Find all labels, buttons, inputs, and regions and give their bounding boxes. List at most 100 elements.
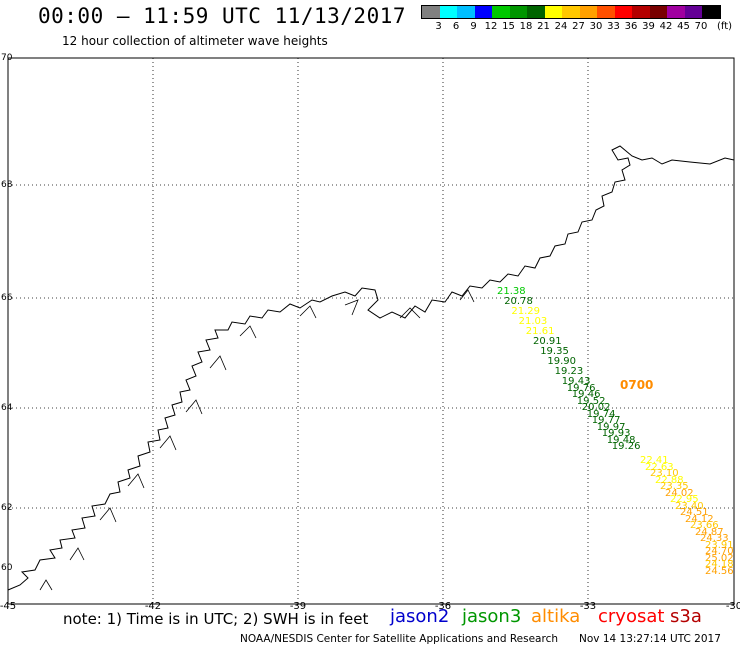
color-scale-cell: [492, 6, 510, 18]
color-scale-cell: [649, 6, 667, 18]
color-scale-label: 9: [470, 21, 477, 32]
wave-height-value: 20.02: [581, 402, 611, 413]
wave-height-value: 22.63: [645, 461, 674, 473]
color-scale-label: 39: [642, 21, 655, 32]
color-scale-cell: [684, 6, 702, 18]
color-scale-label: 24: [554, 21, 568, 32]
latitude-label: 66: [1, 293, 13, 303]
wave-height-value: 24.56: [705, 565, 734, 577]
wave-height-value: 24.51: [680, 507, 709, 518]
wave-height-value: 19.77: [591, 415, 621, 426]
color-scale-cell: [597, 6, 615, 18]
wave-height-value: 19.48: [606, 434, 636, 446]
longitude-label: -42: [144, 601, 162, 612]
color-scale-label: 33: [607, 21, 620, 32]
wave-height-value: 23.35: [660, 481, 689, 492]
satellite-legend-s3a: s3a: [670, 606, 702, 627]
wave-height-value: 23.91: [705, 539, 734, 551]
wave-height-value: 24.18: [705, 559, 734, 570]
color-scale-label: 70: [694, 21, 708, 32]
wave-height-value: 19.76: [566, 382, 596, 394]
wave-height-value: 21.61: [525, 326, 555, 337]
color-scale-cell: [527, 6, 545, 18]
wave-height-value: 25.02: [705, 552, 734, 564]
color-scale-label: 27: [572, 21, 585, 32]
color-scale-unit: (ft): [717, 21, 733, 32]
wave-height-value: 24.33: [700, 533, 729, 544]
latitude-label: 62: [1, 503, 13, 513]
wave-height-value: 24.70: [705, 546, 734, 557]
satellite-legend-cryosat: cryosat: [598, 606, 665, 627]
color-scale-cell: [562, 6, 580, 18]
color-scale-label: 30: [589, 21, 603, 32]
grid-lines: [8, 58, 734, 604]
wave-height-value: 22.88: [655, 474, 684, 486]
color-scale-bar: [421, 5, 721, 19]
color-scale-label: 12: [484, 21, 498, 32]
color-scale-label: 15: [502, 21, 515, 32]
color-scale-cell: [422, 6, 440, 18]
wave-height-value: 24.87: [695, 526, 724, 538]
latitude-label: 68: [1, 180, 13, 190]
longitude-label: -39: [289, 601, 307, 612]
color-scale-labels: 3 6 9 12 15 18 21 24 27 30 33 36 39 42 45 70: [421, 21, 731, 35]
satellite-legend-jason2: jason2: [390, 606, 450, 627]
wave-height-value: 23.66: [690, 520, 719, 531]
coastline-fjords: [39, 289, 475, 591]
wave-height-value: 24.02: [665, 487, 694, 499]
wave-height-value: 20.78: [504, 296, 533, 307]
wave-height-value: 19.74: [586, 408, 616, 420]
wave-height-value: 21.38: [497, 286, 526, 297]
color-scale-cell: [439, 6, 457, 18]
page-title: 00:00 – 11:59 UTC 11/13/2017: [38, 4, 407, 28]
color-scale-cell: [579, 6, 597, 18]
color-scale-label: 18: [519, 21, 533, 32]
wave-height-value: 19.23: [554, 366, 584, 377]
wave-height-value: 19.43: [561, 376, 591, 387]
wave-height-value: 23.40: [675, 500, 704, 512]
map-frame: [7, 57, 735, 605]
wave-height-value: 24.12: [685, 513, 714, 525]
color-scale-cell: [667, 6, 685, 18]
color-scale-cell: [509, 6, 527, 18]
color-scale-cell: [702, 6, 720, 18]
latitude-label: 60: [1, 563, 13, 573]
wave-height-value: 20.91: [533, 336, 562, 347]
longitude-label: -36: [434, 601, 452, 612]
longitude-label: -33: [579, 601, 597, 612]
wave-height-value: 19.26: [611, 441, 641, 452]
longitude-label: -30: [725, 601, 740, 612]
color-scale-label: 3: [435, 21, 442, 32]
wave-height-value: 21.03: [518, 316, 548, 327]
track-time-label: 0700: [620, 378, 654, 392]
satellite-legend-jason3: jason3: [462, 606, 522, 627]
wave-height-value: 21.29: [511, 306, 541, 317]
legend-note: note: 1) Time is in UTC; 2) SWH is in fe…: [63, 610, 369, 628]
color-scale-cell: [544, 6, 562, 18]
latitude-label: 70: [1, 53, 13, 63]
page-subtitle: 12 hour collection of altimeter wave hei…: [62, 34, 328, 48]
latitude-label: 64: [1, 403, 13, 413]
color-scale-label: 42: [659, 21, 673, 32]
coastline-path: [7, 145, 735, 591]
wave-height-value: 19.52: [576, 395, 606, 407]
wave-height-value: 19.97: [596, 421, 626, 433]
wave-height-value: 19.46: [571, 389, 601, 400]
color-scale-cell: [474, 6, 492, 18]
color-scale-label: 36: [624, 21, 638, 32]
color-scale-label: 21: [537, 21, 550, 32]
color-scale-cell: [614, 6, 632, 18]
wave-height-value: 23.10: [650, 468, 679, 479]
color-scale-cell: [632, 6, 650, 18]
wave-height-value: 22.95: [670, 494, 699, 505]
longitude-label: -45: [0, 601, 17, 612]
satellite-legend-altika: altika: [531, 606, 581, 627]
footer-source: NOAA/NESDIS Center for Satellite Applica…: [240, 633, 558, 645]
wave-height-value: 19.93: [601, 428, 631, 439]
color-scale-label: 6: [452, 21, 460, 32]
wave-height-value: 19.90: [547, 356, 577, 367]
color-scale-label: 45: [677, 21, 690, 32]
wave-height-value: 22.41: [640, 455, 669, 466]
color-scale-cell: [457, 6, 475, 18]
